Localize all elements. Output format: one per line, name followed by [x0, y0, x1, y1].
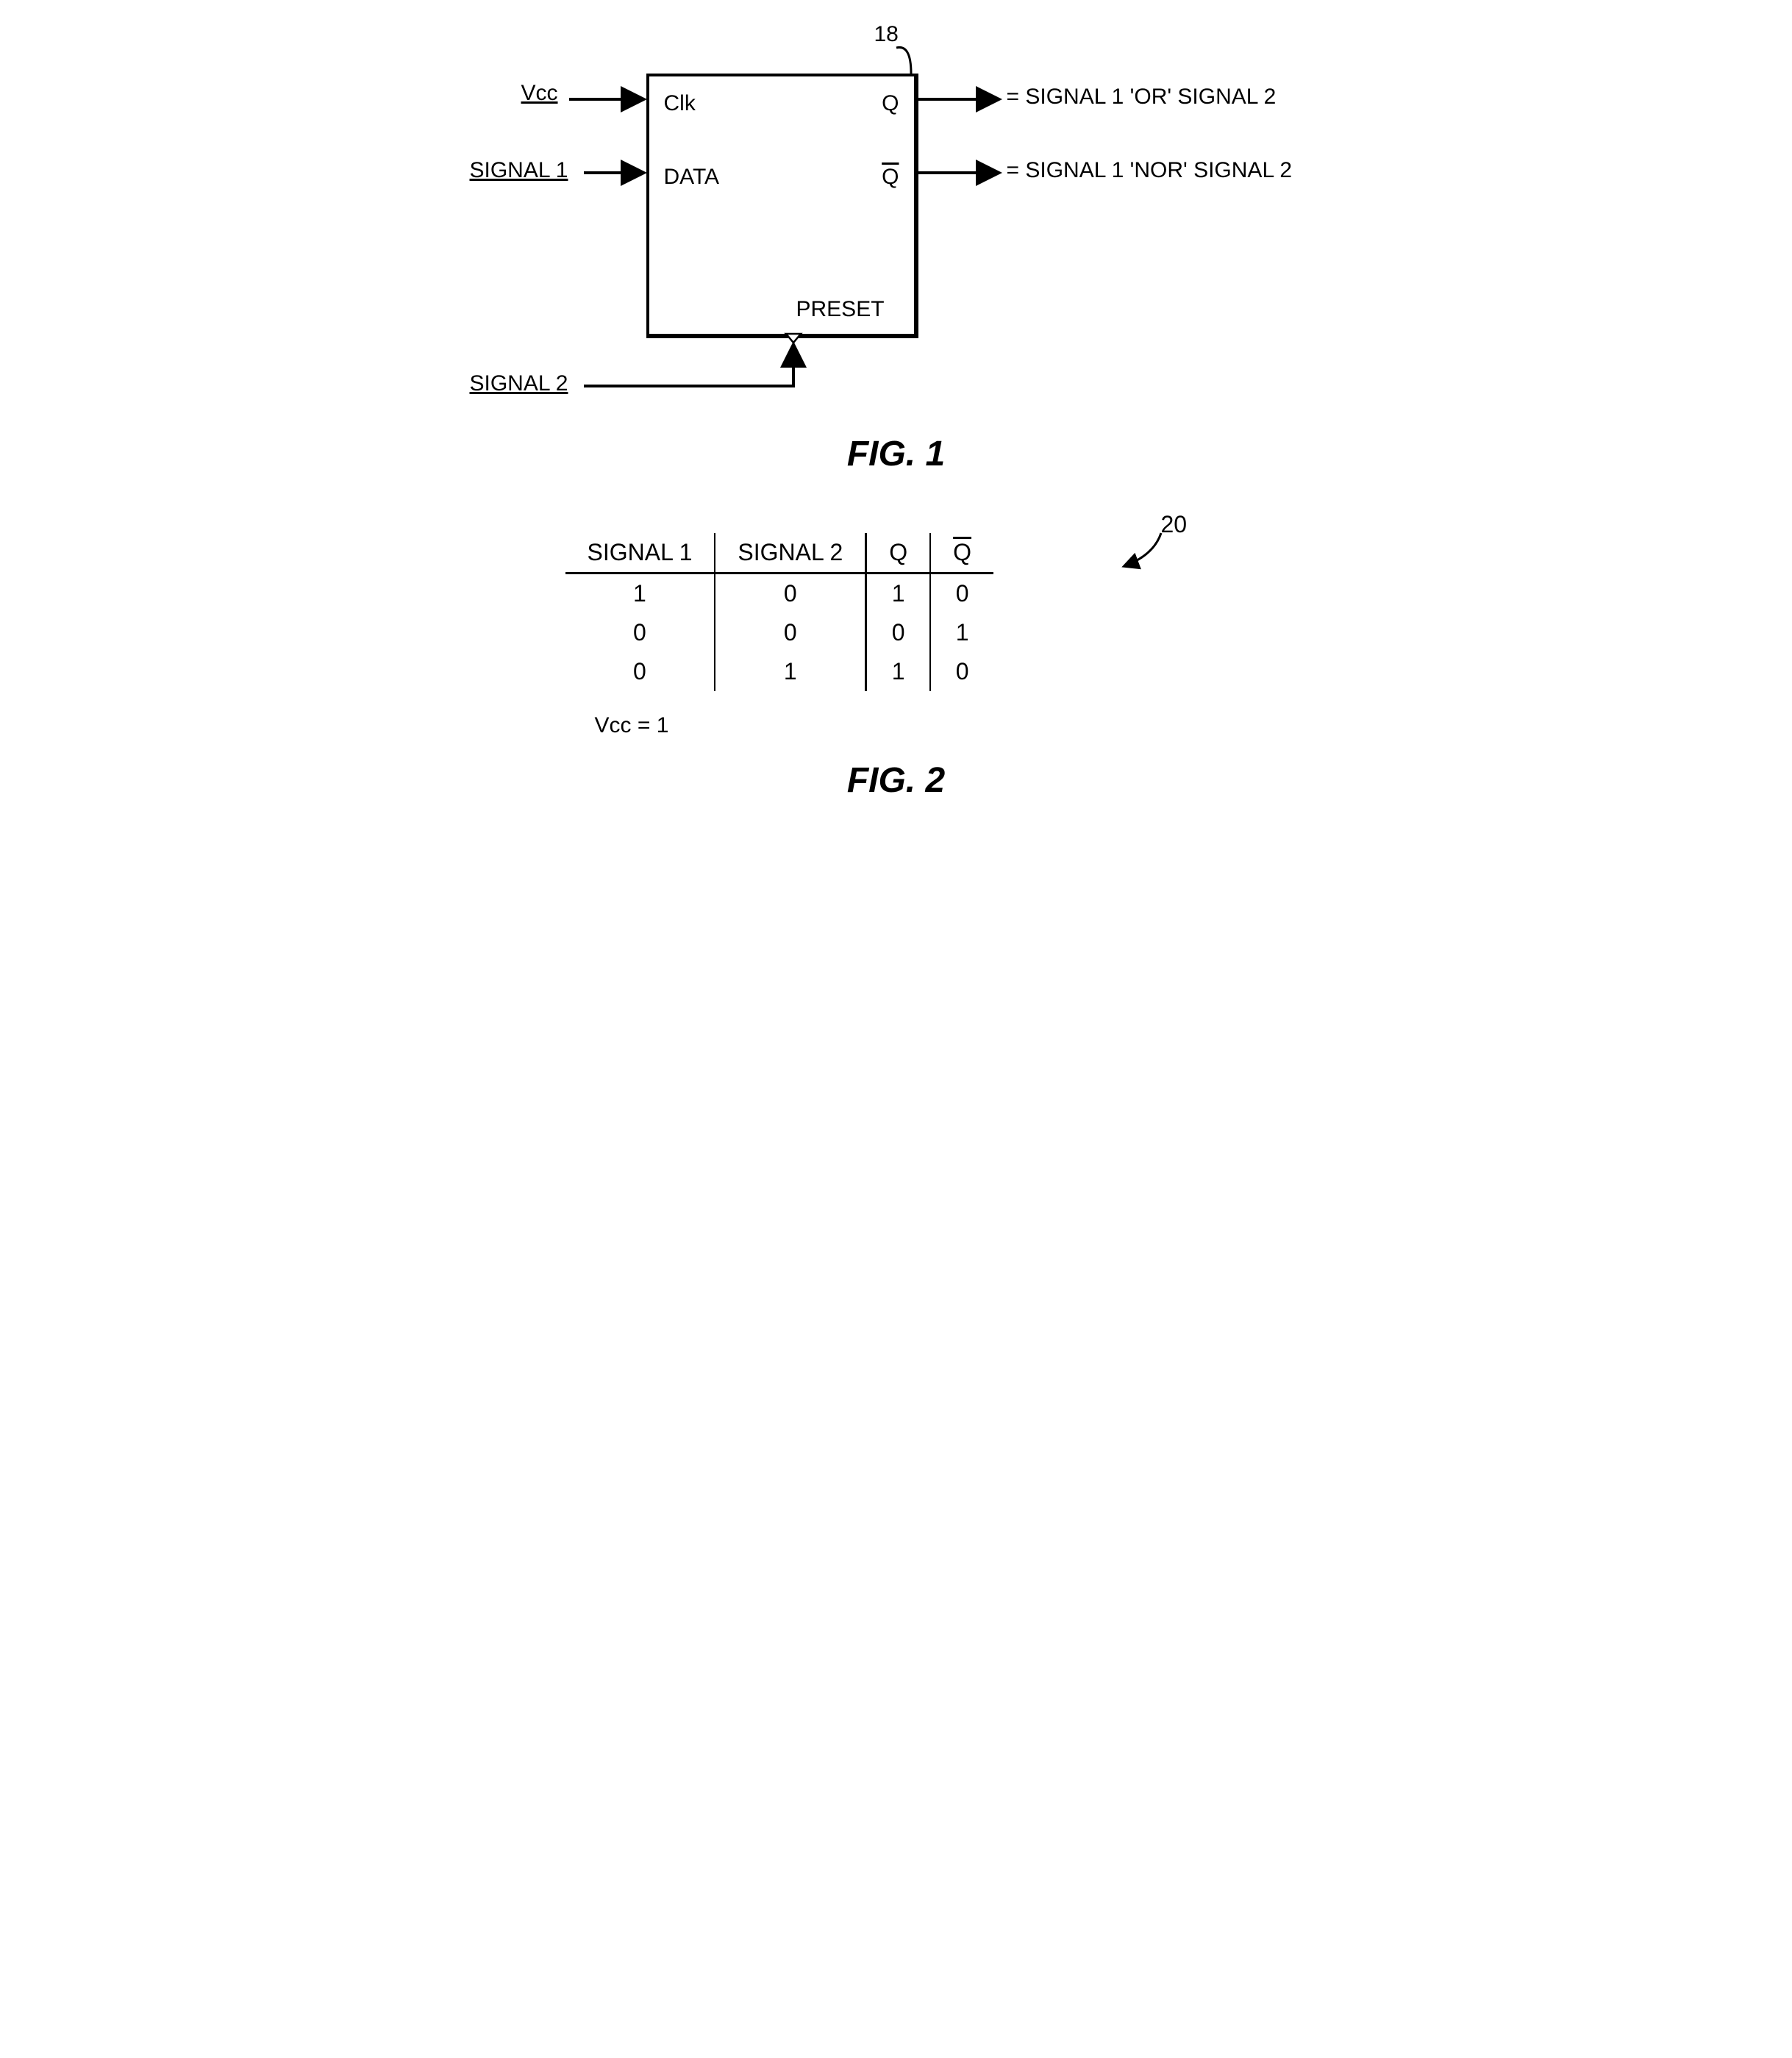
fig1-wires — [382, 29, 1411, 412]
figure-2: 20 SIGNAL 1 SIGNAL 2 Q Q 1 0 1 0 — [565, 533, 1227, 801]
figure-1: 18 Clk DATA PRESET Q Q Vcc SIGNAL 1 SIGN… — [382, 29, 1411, 474]
wire-sig2 — [584, 346, 793, 386]
fig2-caption: FIG. 2 — [565, 760, 1227, 801]
fig2-canvas: 20 SIGNAL 1 SIGNAL 2 Q Q 1 0 1 0 — [565, 533, 1227, 738]
ref20-hook — [565, 533, 1227, 738]
fig1-canvas: 18 Clk DATA PRESET Q Q Vcc SIGNAL 1 SIGN… — [382, 29, 1411, 412]
ref-20: 20 — [1161, 511, 1188, 538]
fig1-caption: FIG. 1 — [382, 434, 1411, 474]
